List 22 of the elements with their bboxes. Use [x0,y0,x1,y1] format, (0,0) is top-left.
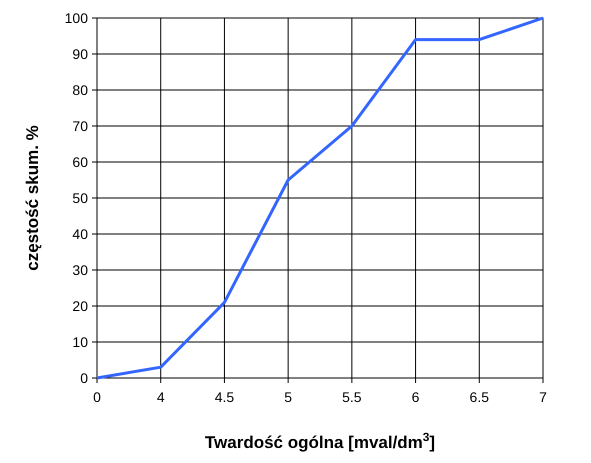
y-tick-label: 20 [72,298,88,314]
x-axis-title: Twardość ogólna [mval/dm$^{3}$] [204,430,436,452]
x-tick-label: 7 [539,389,548,405]
x-tick-label: 4 [156,389,165,405]
x-tick-label: 6 [412,389,420,405]
y-tick-label: 100 [64,10,88,26]
y-axis-title: częstość skum. % [23,125,42,271]
x-tick-label: 0 [93,389,102,405]
x-tick-label: 4.5 [214,389,234,405]
x-tick-label: 5.5 [342,389,362,405]
y-tick-label: 80 [72,82,88,98]
y-tick-label: 60 [72,154,88,170]
y-tick-label: 10 [72,334,88,350]
y-tick-label: 70 [72,118,88,134]
y-tick-label: 0 [80,370,88,386]
x-tick-label: 6.5 [470,389,490,405]
y-tick-label: 50 [72,190,88,206]
y-tick-label: 30 [72,262,88,278]
y-tick-label: 40 [72,226,88,242]
line-series [96,16,544,380]
x-tick-label: 5 [284,389,292,405]
y-tick-label: 90 [72,46,88,62]
